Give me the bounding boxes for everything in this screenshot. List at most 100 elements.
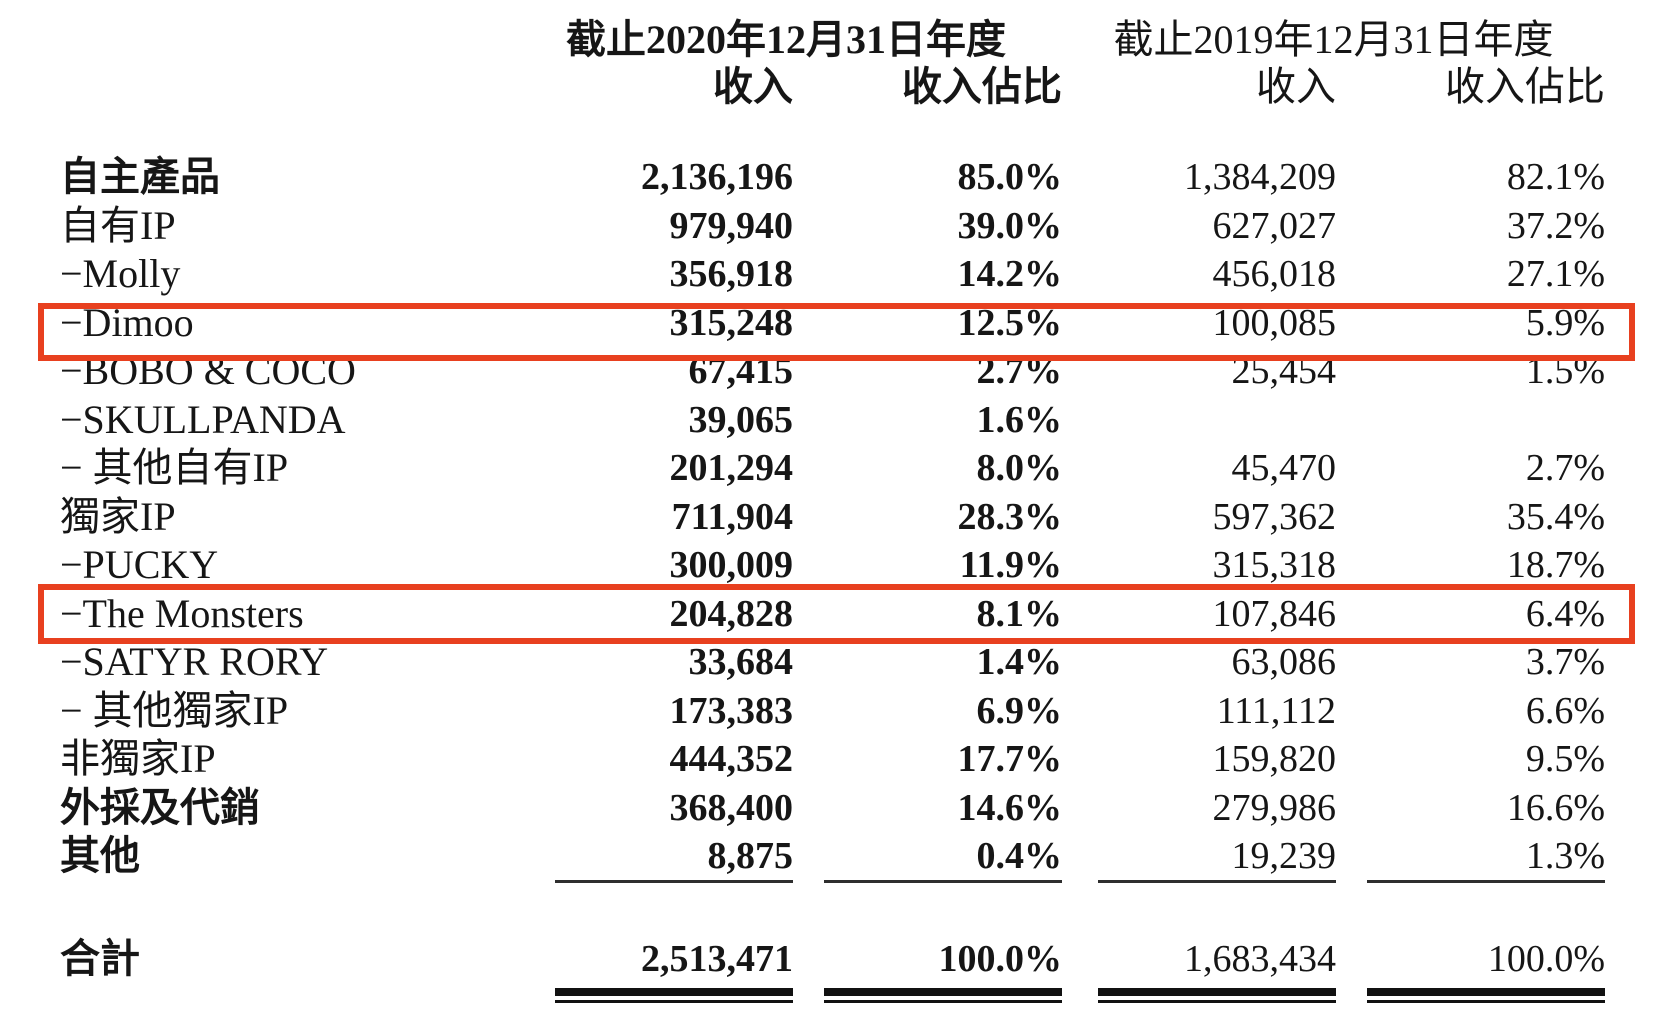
cell-revenue-2020: 8,875 xyxy=(707,835,794,877)
cell-share-2019: 27.1% xyxy=(1506,253,1605,295)
table-row: 外採及代銷 368,400 14.6% 279,986 16.6% xyxy=(60,784,1605,833)
cell-revenue-2020: 315,248 xyxy=(669,301,794,344)
cell-share-2019: 5.9% xyxy=(1525,301,1605,344)
cell-share-2020: 39.0% xyxy=(957,204,1063,247)
cell-share-2020: 12.5% xyxy=(957,301,1063,344)
column-rule-revenue-2019 xyxy=(1098,880,1336,883)
row-label: −BOBO & COCO xyxy=(60,348,356,393)
cell-share-2020: 28.3% xyxy=(957,495,1063,538)
column-rule-share-2019 xyxy=(1367,880,1605,883)
total-revenue-2019: 1,683,434 xyxy=(1184,938,1336,980)
cell-share-2019: 35.4% xyxy=(1506,495,1605,538)
cell-revenue-2019: 111,112 xyxy=(1216,689,1336,732)
cell-revenue-2019: 597,362 xyxy=(1212,495,1337,538)
column-header-revenue-2019: 收入 xyxy=(1256,64,1336,109)
double-rule-revenue-2019 xyxy=(1098,988,1336,1003)
total-share-2019: 100.0% xyxy=(1487,938,1605,980)
cell-share-2019: 37.2% xyxy=(1506,204,1605,247)
cell-revenue-2019: 1,384,209 xyxy=(1184,156,1336,198)
row-label: −Dimoo xyxy=(60,299,194,345)
double-rule-share-2020 xyxy=(824,988,1062,1003)
cell-share-2020: 17.7% xyxy=(957,738,1063,780)
table-row: − 其他自有IP 201,294 8.0% 45,470 2.7% xyxy=(60,444,1605,493)
table-row: −The Monsters 204,828 8.1% 107,846 6.4% xyxy=(60,590,1605,639)
table-row: 非獨家IP 444,352 17.7% 159,820 9.5% xyxy=(60,735,1605,784)
cell-share-2019: 1.3% xyxy=(1525,835,1605,877)
cell-share-2020: 8.0% xyxy=(976,447,1063,489)
row-label: −SKULLPANDA xyxy=(60,396,346,442)
cell-revenue-2020: 356,918 xyxy=(669,253,794,295)
cell-share-2020: 11.9% xyxy=(959,544,1062,586)
column-rule-revenue-2020 xyxy=(555,880,793,883)
cell-share-2019: 1.5% xyxy=(1525,350,1605,392)
cell-revenue-2020: 979,940 xyxy=(669,204,794,247)
cell-revenue-2020: 201,294 xyxy=(669,447,794,489)
row-label: −SATYR RORY xyxy=(60,639,329,684)
cell-revenue-2020: 39,065 xyxy=(688,398,794,441)
table-row: −Dimoo 315,248 12.5% 100,085 5.9% xyxy=(60,299,1605,348)
row-label: − 其他自有IP xyxy=(60,445,289,490)
rule-spacer xyxy=(60,857,510,883)
row-label: −Molly xyxy=(60,251,181,296)
column-header-share-2020: 收入佔比 xyxy=(902,64,1062,109)
cell-revenue-2019: 159,820 xyxy=(1212,738,1337,780)
cell-share-2019: 9.5% xyxy=(1525,738,1605,780)
cell-revenue-2020: 2,136,196 xyxy=(641,156,793,198)
cell-revenue-2019: 315,318 xyxy=(1212,544,1337,586)
cell-share-2020: 85.0% xyxy=(957,156,1063,198)
table-row: −PUCKY 300,009 11.9% 315,318 18.7% xyxy=(60,541,1605,590)
cell-revenue-2019: 100,085 xyxy=(1212,301,1337,344)
cell-revenue-2020: 711,904 xyxy=(671,495,793,538)
total-row: 合計 2,513,471 100.0% 1,683,434 100.0% xyxy=(60,933,1605,985)
cell-share-2020: 8.1% xyxy=(976,592,1063,635)
cell-revenue-2019: 45,470 xyxy=(1231,447,1337,489)
table-row: 自有IP 979,940 39.0% 627,027 37.2% xyxy=(60,202,1605,251)
row-label: 自主產品 xyxy=(60,154,220,199)
column-rule-share-2020 xyxy=(824,880,1062,883)
row-label: 非獨家IP xyxy=(60,736,216,781)
cell-share-2020: 14.2% xyxy=(957,253,1063,295)
cell-share-2019 xyxy=(1336,396,1605,445)
row-label: 獨家IP xyxy=(60,493,176,539)
cell-revenue-2020: 173,383 xyxy=(669,689,794,732)
cell-share-2019: 16.6% xyxy=(1506,786,1605,829)
period-header-2019: 截止2019年12月31日年度 xyxy=(1113,17,1554,62)
table-body: 自主產品 2,136,196 85.0% 1,384,209 82.1% 自有IP 979,… xyxy=(60,153,1605,881)
cell-revenue-2019: 107,846 xyxy=(1212,592,1337,635)
cell-share-2019: 2.7% xyxy=(1525,447,1605,489)
cell-revenue-2019: 19,239 xyxy=(1231,835,1337,877)
total-revenue-2020: 2,513,471 xyxy=(641,938,793,980)
cell-revenue-2019: 627,027 xyxy=(1212,204,1337,247)
cell-revenue-2020: 368,400 xyxy=(669,786,794,829)
total-share-2020: 100.0% xyxy=(938,938,1063,980)
table-row: 其他 8,875 0.4% 19,239 1.3% xyxy=(60,832,1605,881)
cell-revenue-2019: 25,454 xyxy=(1231,350,1337,392)
double-rule-share-2019 xyxy=(1367,988,1605,1003)
cell-share-2020: 6.9% xyxy=(976,689,1063,732)
cell-revenue-2019: 63,086 xyxy=(1231,641,1337,683)
row-label: 自有IP xyxy=(60,202,176,248)
cell-share-2019: 6.4% xyxy=(1525,592,1605,635)
cell-share-2019: 18.7% xyxy=(1506,544,1605,586)
cell-revenue-2020: 204,828 xyxy=(669,592,794,635)
table-row: −SATYR RORY 33,684 1.4% 63,086 3.7% xyxy=(60,638,1605,687)
table-row: 獨家IP 711,904 28.3% 597,362 35.4% xyxy=(60,493,1605,542)
cell-share-2019: 82.1% xyxy=(1506,156,1605,198)
section-rule-row xyxy=(60,857,1605,883)
row-label: −The Monsters xyxy=(60,590,304,636)
cell-share-2020: 1.4% xyxy=(976,641,1063,683)
cell-revenue-2019: 279,986 xyxy=(1212,786,1337,829)
cell-revenue-2019: 456,018 xyxy=(1212,253,1337,295)
table-row: −SKULLPANDA 39,065 1.6% xyxy=(60,396,1605,445)
cell-share-2019: 6.6% xyxy=(1525,689,1605,732)
cell-share-2020: 1.6% xyxy=(976,398,1063,441)
row-label: − 其他獨家IP xyxy=(60,687,289,733)
cell-revenue-2020: 33,684 xyxy=(688,641,794,683)
row-label: 其他 xyxy=(60,833,140,878)
cell-share-2020: 0.4% xyxy=(976,835,1063,877)
table-row: −BOBO & COCO 67,415 2.7% 25,454 1.5% xyxy=(60,347,1605,396)
column-header-share-2019: 收入佔比 xyxy=(1445,64,1605,109)
period-header-2020: 截止2020年12月31日年度 xyxy=(566,17,1006,62)
cell-share-2020: 2.7% xyxy=(976,350,1063,392)
